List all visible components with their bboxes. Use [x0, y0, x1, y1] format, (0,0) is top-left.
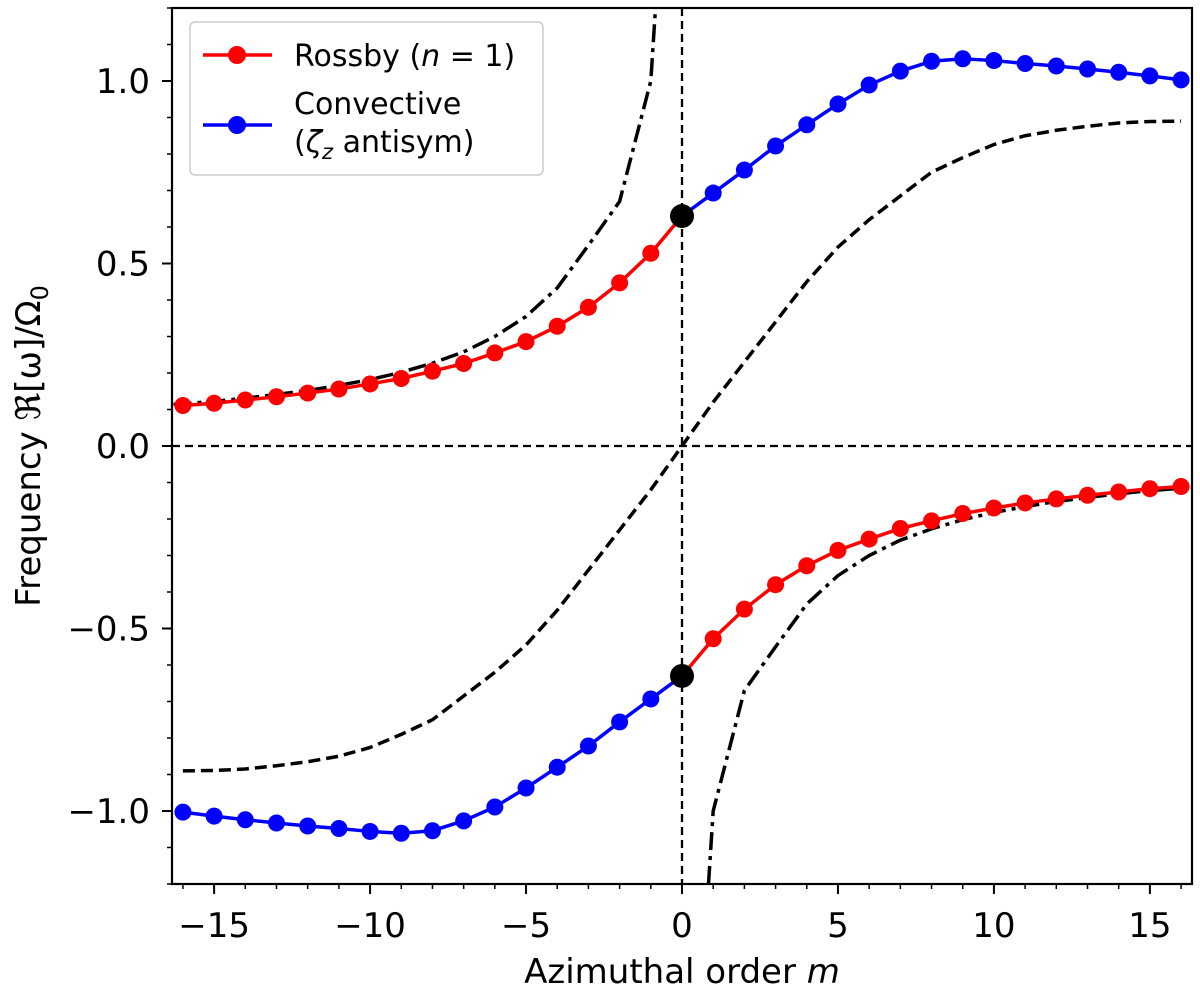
rossby-n-1-lower-branch-point	[1079, 486, 1096, 504]
convective-lower-branch-point	[174, 803, 192, 821]
legend-rossby-label: Rossby (n = 1)	[294, 39, 515, 74]
rossby-n-1-upper-branch-point	[236, 391, 254, 409]
rossby-n-1-lower-branch-point	[829, 541, 847, 559]
convective-upper-branch-point	[735, 161, 753, 179]
rossby-n-1-lower-branch-point	[1047, 490, 1065, 508]
rossby-n-1-lower-branch-point	[923, 512, 941, 530]
rossby-n-1-upper-branch-point	[455, 355, 473, 373]
convective-lower-branch-point	[548, 758, 566, 776]
convective-upper-branch-point	[798, 116, 816, 134]
convective-lower-branch-point	[392, 824, 410, 842]
convective-lower-branch-point	[423, 822, 441, 840]
convective-upper-branch-point	[985, 52, 1003, 70]
rossby-n-1-lower-branch-point	[891, 519, 909, 537]
x-tick-label: −15	[178, 906, 250, 946]
convective-lower-branch-point	[236, 811, 254, 829]
convective-lower-branch-point	[268, 814, 285, 832]
x-tick-label: 10	[972, 906, 1015, 946]
rossby-n-1-lower-branch-point	[985, 499, 1003, 517]
rossby-n-1-lower-branch-point	[1016, 494, 1034, 512]
rossby-n-1-lower-branch-point	[735, 600, 753, 618]
y-tick-label: 1.0	[96, 62, 150, 102]
convective-upper-branch-point	[1172, 71, 1190, 89]
x-axis-title: Azimuthal order m	[524, 952, 840, 992]
rossby-n-1-lower-branch-point	[704, 630, 722, 648]
legend-convective-marker	[228, 116, 246, 134]
convective-lower-branch-point	[611, 713, 629, 731]
x-tick-label: −10	[334, 906, 406, 946]
convective-upper-branch-point	[767, 137, 785, 155]
rossby-n-1-lower-branch-point	[1141, 480, 1159, 498]
convective-upper-branch-point	[1079, 60, 1096, 78]
m0-point	[670, 204, 694, 229]
y-tick-label: 0.0	[96, 427, 150, 467]
convective-lower-branch-point	[517, 779, 535, 797]
rossby-n-1-upper-branch-point	[423, 362, 441, 380]
convective-lower-branch-point	[455, 812, 473, 830]
y-axis-title: Frequency ℜ[ω]/Ω0	[9, 285, 54, 607]
convective-upper-branch-point	[923, 52, 941, 70]
legend: Rossby (n = 1) Convective (ζz antisym)	[189, 21, 544, 176]
rossby-n-1-upper-branch-point	[361, 375, 379, 393]
x-tick-label: 0	[671, 906, 693, 946]
y-tick-label: −0.5	[67, 610, 150, 650]
rossby-n-1-lower-branch-point	[798, 557, 816, 575]
convective-lower-branch-point	[330, 820, 348, 838]
dashed-curve	[182, 119, 1182, 773]
rossby-n-1-lower-branch-point	[954, 505, 972, 523]
convective-upper-branch-point	[704, 184, 722, 202]
rossby-n-1-upper-branch-point	[174, 396, 192, 414]
rossby-n-1-lower-branch-point	[767, 576, 785, 594]
rossby-n-1-upper-branch-point	[611, 274, 629, 292]
x-tick-label: 15	[1128, 906, 1171, 946]
convective-upper-branch-point	[954, 50, 972, 68]
rossby-n-1-upper-branch-point	[299, 384, 317, 402]
convective-lower-branch-point	[579, 737, 597, 755]
axis-ticks: −15 −10 −5 0 5 10 15 −1.0 −0.5 0.0 0.5 1.0	[67, 7, 1182, 946]
rossby-n-1-upper-branch-point	[205, 394, 223, 412]
y-tick-label: 0.5	[96, 245, 150, 285]
convective-upper-branch-point	[1016, 54, 1034, 72]
convective-lower-branch-point	[361, 822, 379, 840]
legend-rossby-marker	[228, 46, 246, 64]
convective-upper-branch-point	[891, 62, 909, 80]
convective-upper-branch-point	[1141, 67, 1159, 85]
legend-convective-label-line2: (ζz antisym)	[294, 125, 474, 164]
rossby-n-1-upper-branch-point	[268, 388, 285, 406]
rossby-n-1-upper-branch-point	[642, 244, 660, 262]
rossby-n-1-upper-branch-point	[517, 333, 535, 351]
convective-lower-branch-point	[205, 807, 223, 825]
plot-area	[172, 8, 1192, 884]
convective-lower-branch-point	[486, 798, 504, 816]
rossby-n-1-upper-branch-point	[330, 380, 348, 398]
rossby-n-1-upper-branch-point	[579, 298, 597, 316]
convective-upper-branch-point	[1110, 63, 1128, 81]
rossby-n-1-lower-branch-point	[860, 530, 878, 548]
m0-point	[670, 663, 694, 688]
x-tick-label: −5	[501, 906, 551, 946]
convective-upper-branch-point	[1047, 57, 1065, 75]
rossby-n-1-lower-branch-point	[1110, 483, 1128, 501]
rossby-n-1-upper-branch-point	[548, 317, 566, 335]
rossby-n-1-upper-branch-point	[486, 344, 504, 362]
y-tick-label: −1.0	[67, 792, 150, 832]
convective-upper-branch-point	[860, 76, 878, 94]
convective-lower-branch-point	[642, 690, 660, 708]
x-tick-label: 5	[827, 906, 849, 946]
convective-upper-branch-point	[829, 95, 847, 113]
rossby-n-1-lower-branch-point	[1172, 478, 1190, 496]
rossby-n-1-upper-branch-point	[392, 369, 410, 387]
legend-box	[189, 21, 544, 176]
legend-convective-label-line1: Convective	[294, 87, 461, 122]
convective-lower-branch-point	[299, 817, 317, 835]
